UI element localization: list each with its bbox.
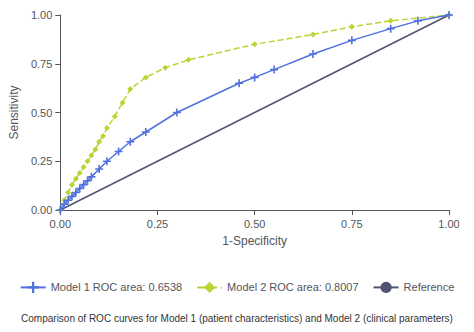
svg-text:Model 1 ROC area: 0.6538: Model 1 ROC area: 0.6538 — [51, 281, 182, 293]
svg-text:0.75: 0.75 — [341, 218, 362, 230]
svg-text:1.00: 1.00 — [438, 218, 459, 230]
svg-text:1-Specificity: 1-Specificity — [222, 234, 287, 248]
svg-text:0.50: 0.50 — [244, 218, 265, 230]
svg-text:Reference: Reference — [404, 281, 455, 293]
svg-text:Sensitivity: Sensitivity — [7, 85, 21, 139]
svg-text:0.25: 0.25 — [31, 155, 52, 167]
svg-text:1.00: 1.00 — [31, 9, 52, 21]
svg-text:0.00: 0.00 — [31, 204, 52, 216]
svg-text:0.75: 0.75 — [31, 58, 52, 70]
svg-text:0.25: 0.25 — [147, 218, 168, 230]
svg-text:Model 2 ROC area: 0.8007: Model 2 ROC area: 0.8007 — [227, 281, 358, 293]
svg-text:0.50: 0.50 — [31, 107, 52, 119]
svg-text:Comparison of ROC curves for M: Comparison of ROC curves for Model 1 (pa… — [21, 313, 453, 324]
svg-text:0.00: 0.00 — [50, 218, 71, 230]
